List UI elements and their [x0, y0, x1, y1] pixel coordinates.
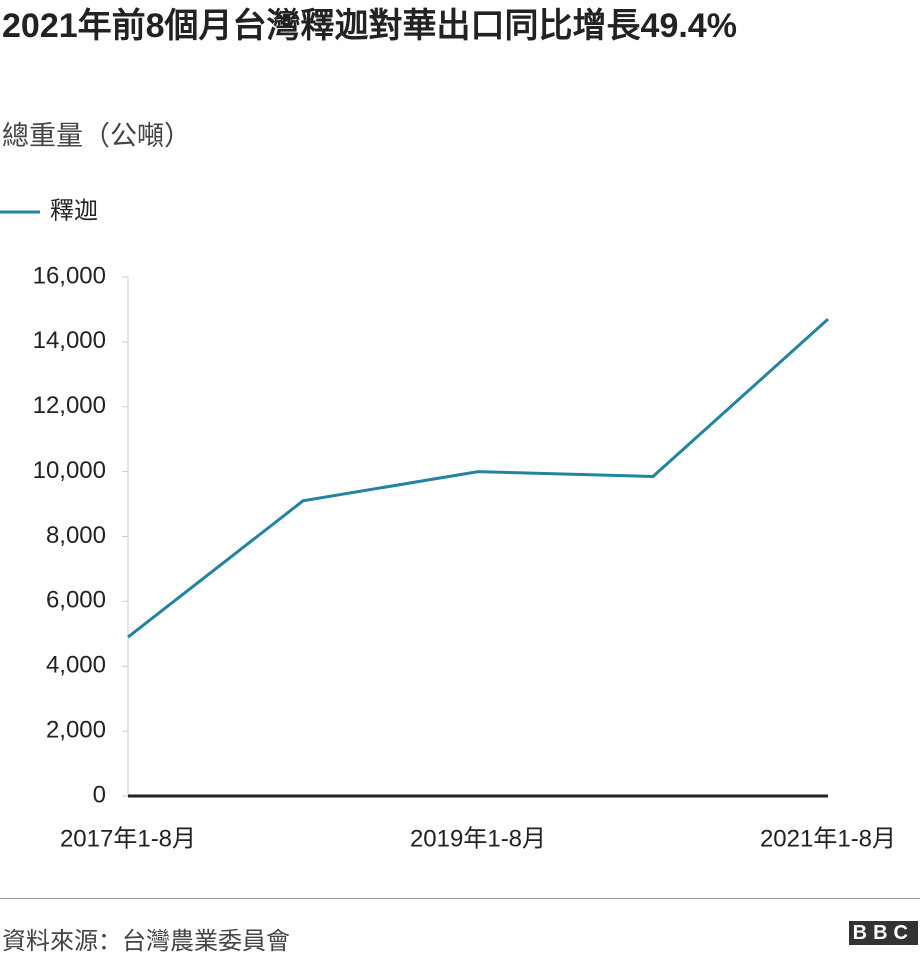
- chart: 釋迦 0 2,000 4,000 6,000 8,000 10,000 12,000 14,00…: [0, 197, 896, 852]
- chart-subtitle: 總重量（公噸）: [2, 121, 191, 151]
- logo: BBC: [848, 921, 918, 945]
- x-tick-label: 2019年1-8月: [410, 825, 546, 852]
- y-tick-label: 10,000: [33, 457, 106, 484]
- y-tick-label: 16,000: [33, 262, 106, 289]
- y-tick-label: 4,000: [46, 652, 106, 679]
- logo-text: BBC: [848, 921, 918, 945]
- y-tick-label: 2,000: [46, 716, 106, 743]
- y-tick-label: 0: [93, 781, 106, 808]
- y-tick-label: 6,000: [46, 587, 106, 614]
- legend-label: 釋迦: [50, 197, 98, 224]
- footer: 資料來源：台灣農業委員會 BBC: [0, 898, 920, 955]
- chart-title: 2021年前8個月台灣釋迦對華出口同比增長49.4%: [2, 7, 737, 45]
- y-tick-label: 14,000: [33, 327, 106, 354]
- x-tick-label: 2017年1-8月: [60, 825, 196, 852]
- data-line: [127, 318, 830, 639]
- y-tick-label: 12,000: [33, 392, 106, 419]
- y-tick-label: 8,000: [46, 522, 106, 549]
- x-tick-label: 2021年1-8月: [760, 825, 896, 852]
- source: 資料來源：台灣農業委員會: [2, 928, 290, 955]
